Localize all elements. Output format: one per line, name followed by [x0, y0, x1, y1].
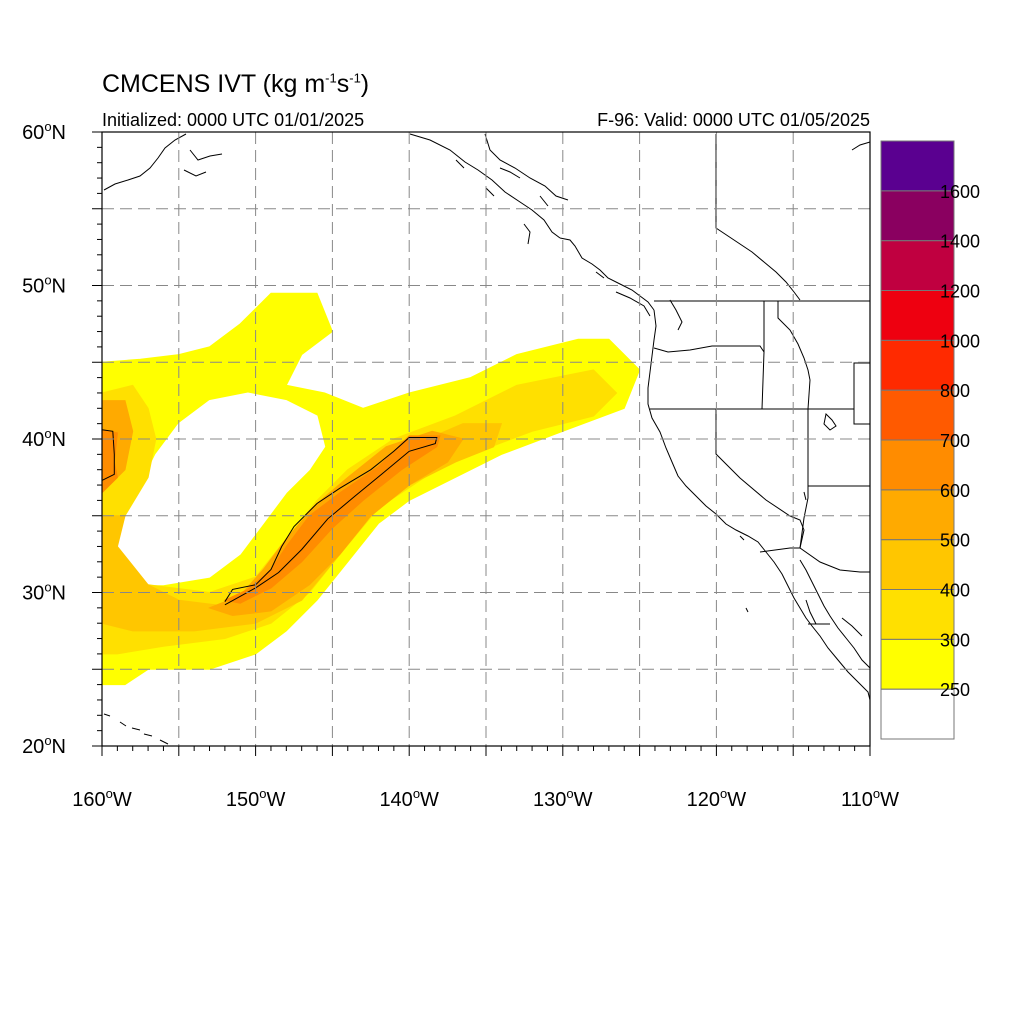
lon-label-160: 160oW	[72, 786, 132, 811]
colorbar-swatch	[880, 240, 955, 291]
colorbar-label-1600: 1600	[940, 182, 980, 202]
colorbar-swatch	[880, 638, 955, 690]
colorbar-label-700: 700	[940, 431, 970, 451]
alaska-canada-border	[484, 133, 569, 201]
utah-border	[853, 362, 870, 425]
canada-province-border	[715, 134, 801, 301]
ivt-shading-layer	[101, 292, 641, 686]
nevada-california-border	[715, 409, 805, 549]
colorbar-label-600: 600	[940, 481, 970, 501]
title-mid: s	[336, 70, 350, 98]
colorbar-label-300: 300	[940, 630, 970, 650]
colorbar-swatch	[880, 589, 955, 640]
islands	[103, 412, 837, 745]
axis-ticks	[92, 131, 871, 756]
colorbar-label-400: 400	[940, 581, 970, 601]
colorbar-label-500: 500	[940, 531, 970, 551]
coastlines-layer	[103, 133, 871, 745]
title-main: CMCENS IVT (kg m	[102, 70, 326, 98]
us-mexico-border	[759, 547, 870, 573]
map-title: CMCENS IVT (kg m-1s-1)	[102, 70, 369, 99]
colorbar-swatch	[880, 489, 955, 541]
lon-label-140: 140oW	[379, 786, 439, 811]
lon-label-130: 130oW	[533, 786, 593, 811]
colorbar-swatch	[880, 539, 955, 591]
lat-label-50: 50oN	[22, 273, 66, 298]
initialized-label: Initialized: 0000 UTC 01/01/2025	[102, 110, 365, 130]
title-exp1: -1	[325, 70, 337, 86]
colorbar-label-1400: 1400	[940, 232, 980, 252]
colorbar-label-1200: 1200	[940, 282, 980, 302]
borders-layer	[484, 133, 870, 637]
colorbar-label-250: 250	[940, 680, 970, 700]
valid-time-label: F-96: Valid: 0000 UTC 01/05/2025	[597, 110, 870, 130]
mexico-state-border	[808, 617, 863, 637]
ivt-contour-layer	[101, 429, 438, 606]
colorbar-label-1000: 1000	[940, 331, 980, 351]
map-gridlines	[102, 132, 870, 746]
arizona-border	[799, 486, 809, 549]
colorbar-swatch	[880, 190, 955, 242]
lat-label-60: 60oN	[22, 119, 66, 144]
latitude-labels: 60oN 50oN 40oN 30oN 20oN	[22, 119, 66, 758]
lon-label-150: 150oW	[226, 786, 286, 811]
lat-label-30: 30oN	[22, 580, 66, 605]
title-end: )	[360, 70, 370, 98]
longitude-labels: 160oW 150oW 140oW 130oW 120oW 110oW	[72, 786, 899, 811]
west-coast-us	[647, 309, 871, 701]
ivt-contour-600-1	[224, 437, 438, 606]
colorbar-swatch	[880, 439, 955, 491]
lat-label-40: 40oN	[22, 426, 66, 451]
lon-label-110: 110oW	[841, 786, 899, 811]
lat-label-20: 20oN	[22, 733, 66, 758]
colorbar-swatch	[880, 339, 955, 391]
ivt-contour-600-0	[101, 429, 115, 481]
colorbar-label-800: 800	[940, 381, 970, 401]
colorbar-swatch	[880, 290, 955, 341]
colorbar-swatch	[880, 140, 955, 192]
alaska-coastline	[103, 133, 871, 245]
washington-oregon-border	[653, 301, 765, 354]
bc-coastline	[559, 237, 683, 331]
lon-label-120: 120oW	[687, 786, 747, 811]
title-exp2: -1	[349, 70, 361, 86]
colorbar: 250 300 400 500 600 700 800 1000 1200 1400 1600	[880, 140, 980, 740]
colorbar-swatch	[880, 688, 955, 740]
baja-gulf-coastline	[799, 559, 871, 669]
